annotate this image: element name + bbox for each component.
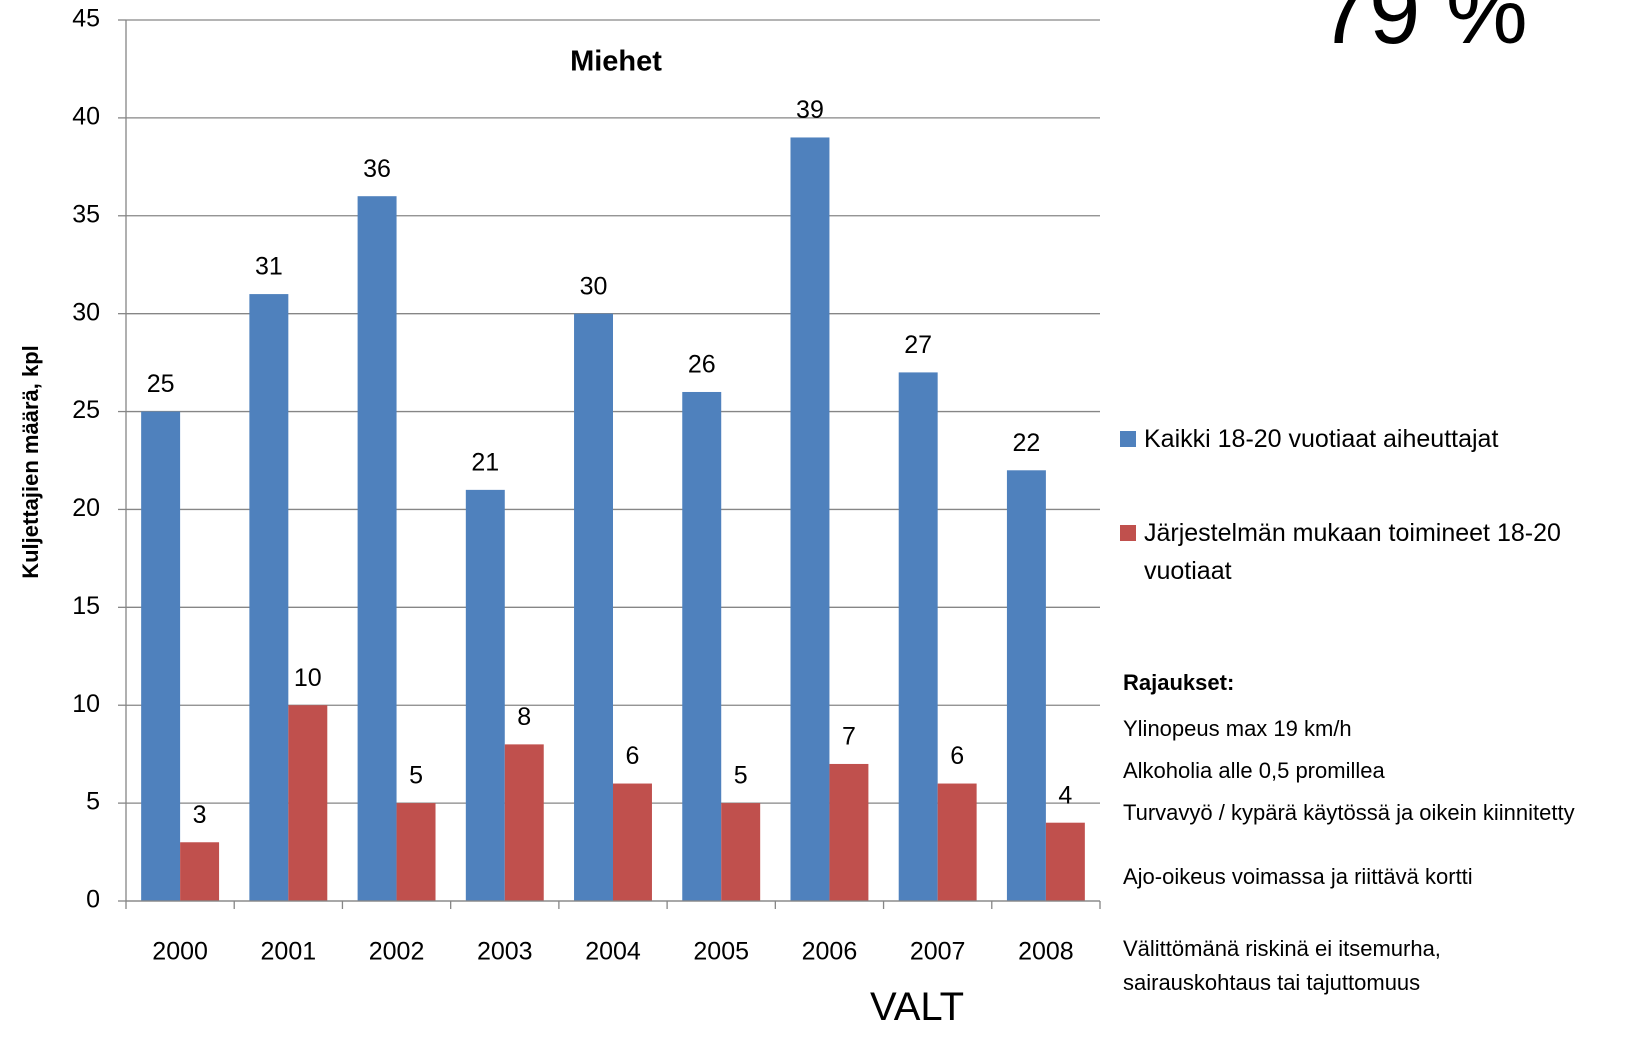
x-tick-label: 2007 <box>910 938 966 966</box>
legend-swatch <box>1120 431 1136 447</box>
note: Turvavyö / kypärä käytössä ja oikein kii… <box>1123 800 1575 825</box>
bar <box>504 744 544 901</box>
bar <box>574 313 613 902</box>
source: VALT <box>870 985 965 1029</box>
bar <box>829 763 869 901</box>
y-tick-label: 15 <box>72 592 100 620</box>
data-label: 5 <box>409 762 423 790</box>
y-tick-label: 35 <box>72 200 100 228</box>
bar <box>790 137 830 901</box>
data-label: 39 <box>796 96 824 124</box>
bar <box>465 489 505 901</box>
legend-label: Järjestelmän mukaan toimineet 18-20 vuot… <box>1144 519 1561 585</box>
x-tick-label: 2008 <box>1018 938 1074 966</box>
bar <box>721 803 761 901</box>
data-label: 30 <box>580 272 608 300</box>
x-tick-label: 2003 <box>477 938 533 966</box>
y-axis-label: Kuljettajien määrä, kpl <box>18 345 43 579</box>
data-label: 8 <box>517 703 531 731</box>
y-tick-label: 45 <box>72 5 100 33</box>
bar <box>396 803 436 901</box>
data-label: 5 <box>734 762 748 790</box>
y-tick-label: 25 <box>72 396 100 424</box>
x-tick-label: 2006 <box>802 938 858 966</box>
y-tick-label: 40 <box>72 102 100 130</box>
bar <box>613 783 652 901</box>
notes: Rajaukset: Ylinopeus max 19 km/h Alkohol… <box>1123 670 1583 1008</box>
data-label: 36 <box>363 155 391 183</box>
note: Alkoholia alle 0,5 promillea <box>1123 758 1385 783</box>
data-label: 25 <box>147 370 175 398</box>
note: Ajo-oikeus voimassa ja riittävä kortti <box>1123 864 1473 889</box>
bar <box>288 705 328 901</box>
data-label: 3 <box>193 801 207 829</box>
data-label: 26 <box>688 351 716 379</box>
x-tick-label: 2001 <box>261 938 317 966</box>
y-tick-label: 10 <box>72 690 100 718</box>
data-label: 27 <box>904 331 932 359</box>
x-tick-label: 2000 <box>152 938 208 966</box>
data-label: 4 <box>1058 781 1072 809</box>
y-tick-label: 5 <box>86 788 100 816</box>
legend-label: Kaikki 18-20 vuotiaat aiheuttajat <box>1144 425 1499 453</box>
y-tick-label: 20 <box>72 494 100 522</box>
note: Ylinopeus max 19 km/h <box>1123 716 1352 741</box>
annotation: 79 % <box>1318 0 1528 63</box>
note: Välittömänä riskinä ei itsemurha, sairau… <box>1123 936 1441 995</box>
x-tick-label: 2002 <box>369 938 425 966</box>
legend-swatch <box>1120 525 1136 541</box>
chart-title: Miehet <box>570 46 662 78</box>
y-tick-label: 0 <box>86 886 100 914</box>
data-label: 21 <box>471 448 499 476</box>
data-label: 10 <box>294 664 322 692</box>
bar <box>141 411 181 901</box>
data-label: 22 <box>1013 429 1041 457</box>
bar <box>249 294 289 902</box>
bar <box>937 783 977 901</box>
notes-title: Rajaukset: <box>1123 670 1235 695</box>
bar <box>1006 470 1046 901</box>
data-label: 6 <box>626 742 640 770</box>
x-tick-label: 2005 <box>693 938 749 966</box>
legend-item: Kaikki 18-20 vuotiaat aiheuttajat <box>1120 420 1640 458</box>
bar <box>682 391 722 901</box>
data-label: 31 <box>255 253 283 281</box>
bar <box>180 842 220 901</box>
bar <box>357 196 397 901</box>
y-tick-label: 30 <box>72 298 100 326</box>
x-tick-label: 2004 <box>585 938 641 966</box>
data-label: 7 <box>842 723 856 751</box>
data-label: 6 <box>950 742 964 770</box>
legend-item: Järjestelmän mukaan toimineet 18-20 vuot… <box>1120 514 1640 590</box>
bar <box>898 372 938 901</box>
bar <box>1045 822 1085 901</box>
